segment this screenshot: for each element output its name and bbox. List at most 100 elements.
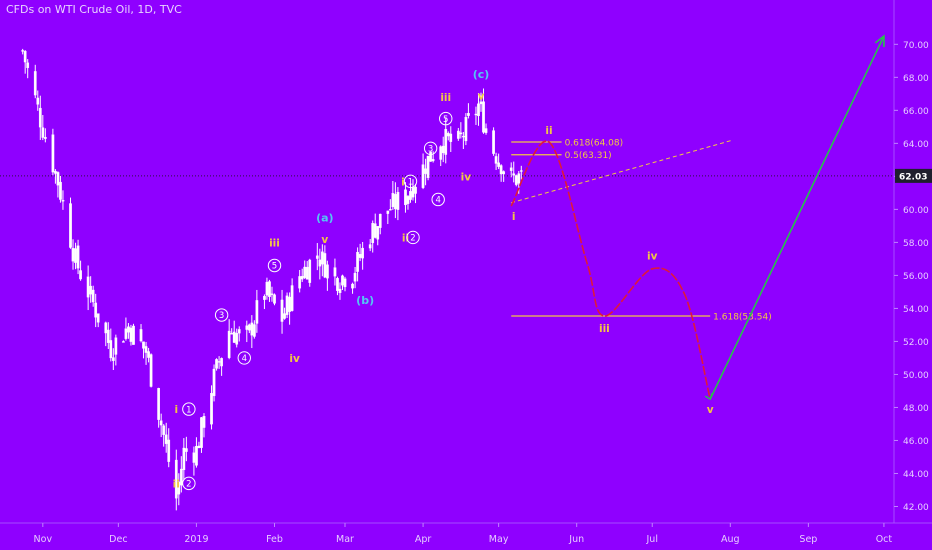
candle-body xyxy=(358,254,362,258)
candle-body xyxy=(139,329,143,342)
candle-body xyxy=(162,425,166,435)
candle-body xyxy=(280,299,284,322)
candle-body xyxy=(265,281,269,296)
wave-circle xyxy=(431,192,445,207)
candle-body xyxy=(449,133,453,142)
candle-body xyxy=(142,341,145,349)
candle-body xyxy=(23,50,27,63)
current-price-badge xyxy=(895,168,932,183)
candle-body xyxy=(54,170,57,174)
candle-body xyxy=(182,447,186,471)
time-tick-label: Apr xyxy=(415,534,432,545)
wave-label: (c) xyxy=(473,68,490,81)
time-tick-label: Sep xyxy=(799,534,817,545)
candle-body xyxy=(288,296,291,312)
wave-label: ii xyxy=(545,125,552,137)
candle-body xyxy=(431,159,435,162)
wave-label: v xyxy=(321,234,328,246)
symbol-title: CFDs on WTI Crude Oil, 1D, TVC xyxy=(6,3,182,16)
candle-body xyxy=(519,170,523,172)
candle-body xyxy=(127,326,130,333)
candle-body xyxy=(237,329,241,334)
candle-body xyxy=(429,151,432,162)
candle-body xyxy=(215,359,218,369)
candle-body xyxy=(220,358,223,367)
candle-body xyxy=(230,333,234,335)
price-tick-label: 46.00 xyxy=(903,437,929,447)
candle-body xyxy=(467,113,470,116)
fib-level-label: 0.5(63.31) xyxy=(565,151,612,161)
price-axis: 42.00 44.00 46.00 48.00 50.00 52.00 54.00 56.00… xyxy=(895,41,932,513)
candle-body xyxy=(497,162,500,167)
candle-body xyxy=(104,322,108,334)
candle-body xyxy=(482,101,485,133)
candle-body xyxy=(124,328,128,339)
candle-body xyxy=(195,446,198,466)
candle-body xyxy=(462,135,465,138)
candle-body xyxy=(111,357,115,361)
wave-label-circle: 5 xyxy=(272,262,277,272)
wave-circle xyxy=(182,402,196,416)
candle-body xyxy=(285,295,289,315)
candle-body xyxy=(474,113,478,116)
candle-body xyxy=(308,259,312,283)
candle-body xyxy=(341,275,344,286)
candle-body xyxy=(441,145,445,154)
price-tick-label: 54.00 xyxy=(903,305,929,315)
wave-label: ii xyxy=(402,232,409,244)
wave-label: v xyxy=(478,90,485,102)
projection-green-line xyxy=(709,35,885,400)
candle-body xyxy=(149,354,153,387)
wave-label: v xyxy=(707,404,714,416)
candle-body xyxy=(499,165,503,175)
candle-body xyxy=(270,293,274,295)
current-price-label: 62.03 xyxy=(899,172,927,182)
candle-body xyxy=(426,155,430,178)
wave-label: iii xyxy=(269,237,280,249)
candle-body xyxy=(147,351,150,358)
candle-body xyxy=(371,223,375,244)
wave-label: i xyxy=(174,404,178,416)
price-tick-label: 60.00 xyxy=(903,206,929,216)
candle-body xyxy=(247,324,251,331)
candle-body xyxy=(323,253,327,278)
price-tick-label: 48.00 xyxy=(903,404,929,414)
candle-body xyxy=(424,168,427,174)
wave-label-circle: 4 xyxy=(435,196,440,206)
time-axis: Nov Dec 2019 Feb Mar Apr May Jun Jul Aug Sep Oct xyxy=(34,534,893,545)
candle-body xyxy=(464,117,468,142)
wave-label-circle: 3 xyxy=(428,145,433,155)
wave-circle xyxy=(214,308,229,322)
candle-body xyxy=(459,132,463,135)
candle-body xyxy=(333,267,337,277)
candle-body xyxy=(71,248,75,262)
candle-body xyxy=(114,337,118,355)
candle-body xyxy=(167,439,171,462)
candle-body xyxy=(26,62,30,69)
wave-circle xyxy=(406,230,420,245)
candle-body xyxy=(74,248,77,263)
candle-body xyxy=(250,322,254,336)
time-tick-label: Feb xyxy=(266,534,283,545)
fib-level-label: 1.618(53.54) xyxy=(713,313,772,323)
candle-body xyxy=(373,223,377,238)
candle-body xyxy=(21,50,25,52)
candle-body xyxy=(79,270,82,280)
candle-body xyxy=(338,288,342,294)
candle-body xyxy=(89,285,93,295)
candle-body xyxy=(386,210,390,214)
price-tick-label: 52.00 xyxy=(903,338,929,348)
candle-body xyxy=(91,289,95,303)
candle-body xyxy=(157,388,161,420)
candle-body xyxy=(129,327,133,342)
time-tick-label: Jun xyxy=(568,534,584,545)
price-tick-label: 70.00 xyxy=(903,41,929,51)
candle-body xyxy=(298,276,302,289)
wave-label-circle: 5 xyxy=(443,115,448,125)
candle-body xyxy=(200,417,203,448)
candle-body xyxy=(96,313,100,323)
candle-body xyxy=(263,296,266,300)
wave-label-circle: 2 xyxy=(186,480,191,490)
candle-body xyxy=(56,172,60,186)
